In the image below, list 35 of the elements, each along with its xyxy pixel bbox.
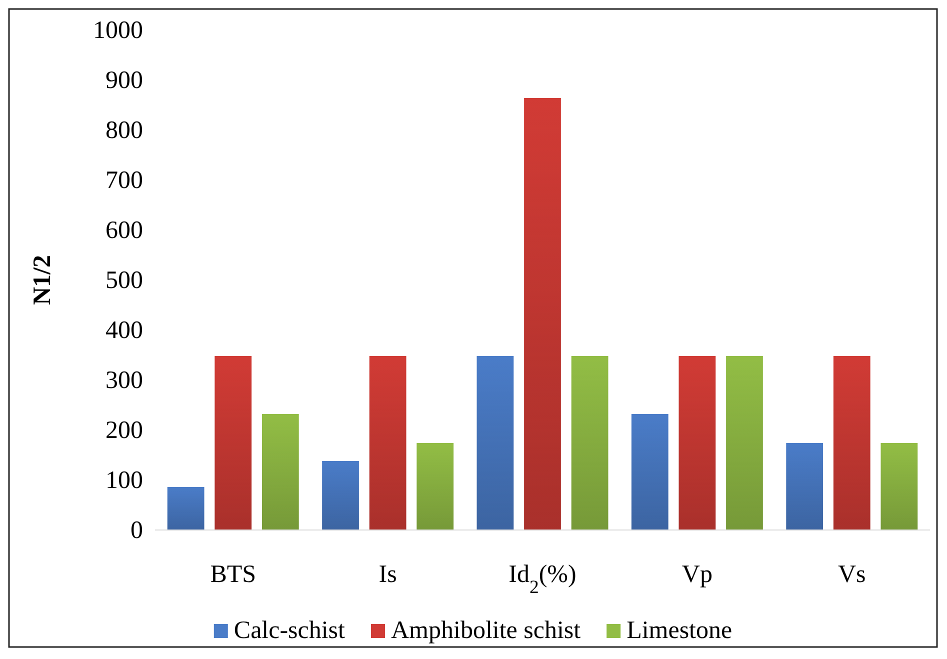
- bar: [786, 443, 824, 530]
- bar: [880, 443, 918, 530]
- legend-label: Limestone: [626, 617, 732, 644]
- y-tick-label: 800: [106, 117, 143, 144]
- bar: [631, 414, 668, 530]
- y-tick-label: 500: [106, 267, 143, 294]
- bar: [726, 356, 763, 530]
- y-tick-label: 700: [106, 167, 143, 194]
- y-axis-title: N1/2: [29, 255, 56, 305]
- y-tick-label: 900: [106, 67, 143, 94]
- bar: [416, 443, 454, 530]
- bar: [678, 356, 716, 530]
- legend-label: Calc-schist: [234, 617, 346, 644]
- y-tick-label: 600: [106, 217, 143, 244]
- bar: [369, 356, 406, 530]
- x-tick-label: BTS: [210, 561, 256, 588]
- bar: [476, 356, 514, 530]
- bar: [833, 356, 870, 530]
- y-tick-label: 200: [106, 417, 143, 444]
- bar: [322, 461, 359, 530]
- bar: [214, 356, 252, 530]
- x-tick-label: Is: [378, 561, 397, 588]
- bar: [524, 98, 561, 530]
- y-tick-label: 400: [106, 317, 143, 344]
- y-tick-label: 100: [106, 467, 143, 494]
- y-tick-label: 1000: [93, 17, 143, 44]
- bar: [167, 487, 204, 530]
- x-tick-label: Id$_{2}$(%): [508, 561, 576, 598]
- bar: [262, 414, 299, 530]
- legend-label: Amphibolite schist: [390, 617, 581, 644]
- x-tick-label: Vs: [838, 561, 866, 588]
- x-tick-label: Vp: [682, 561, 712, 588]
- bar: [571, 356, 608, 530]
- y-tick-label: 0: [130, 517, 143, 544]
- y-tick-label: 300: [106, 367, 143, 394]
